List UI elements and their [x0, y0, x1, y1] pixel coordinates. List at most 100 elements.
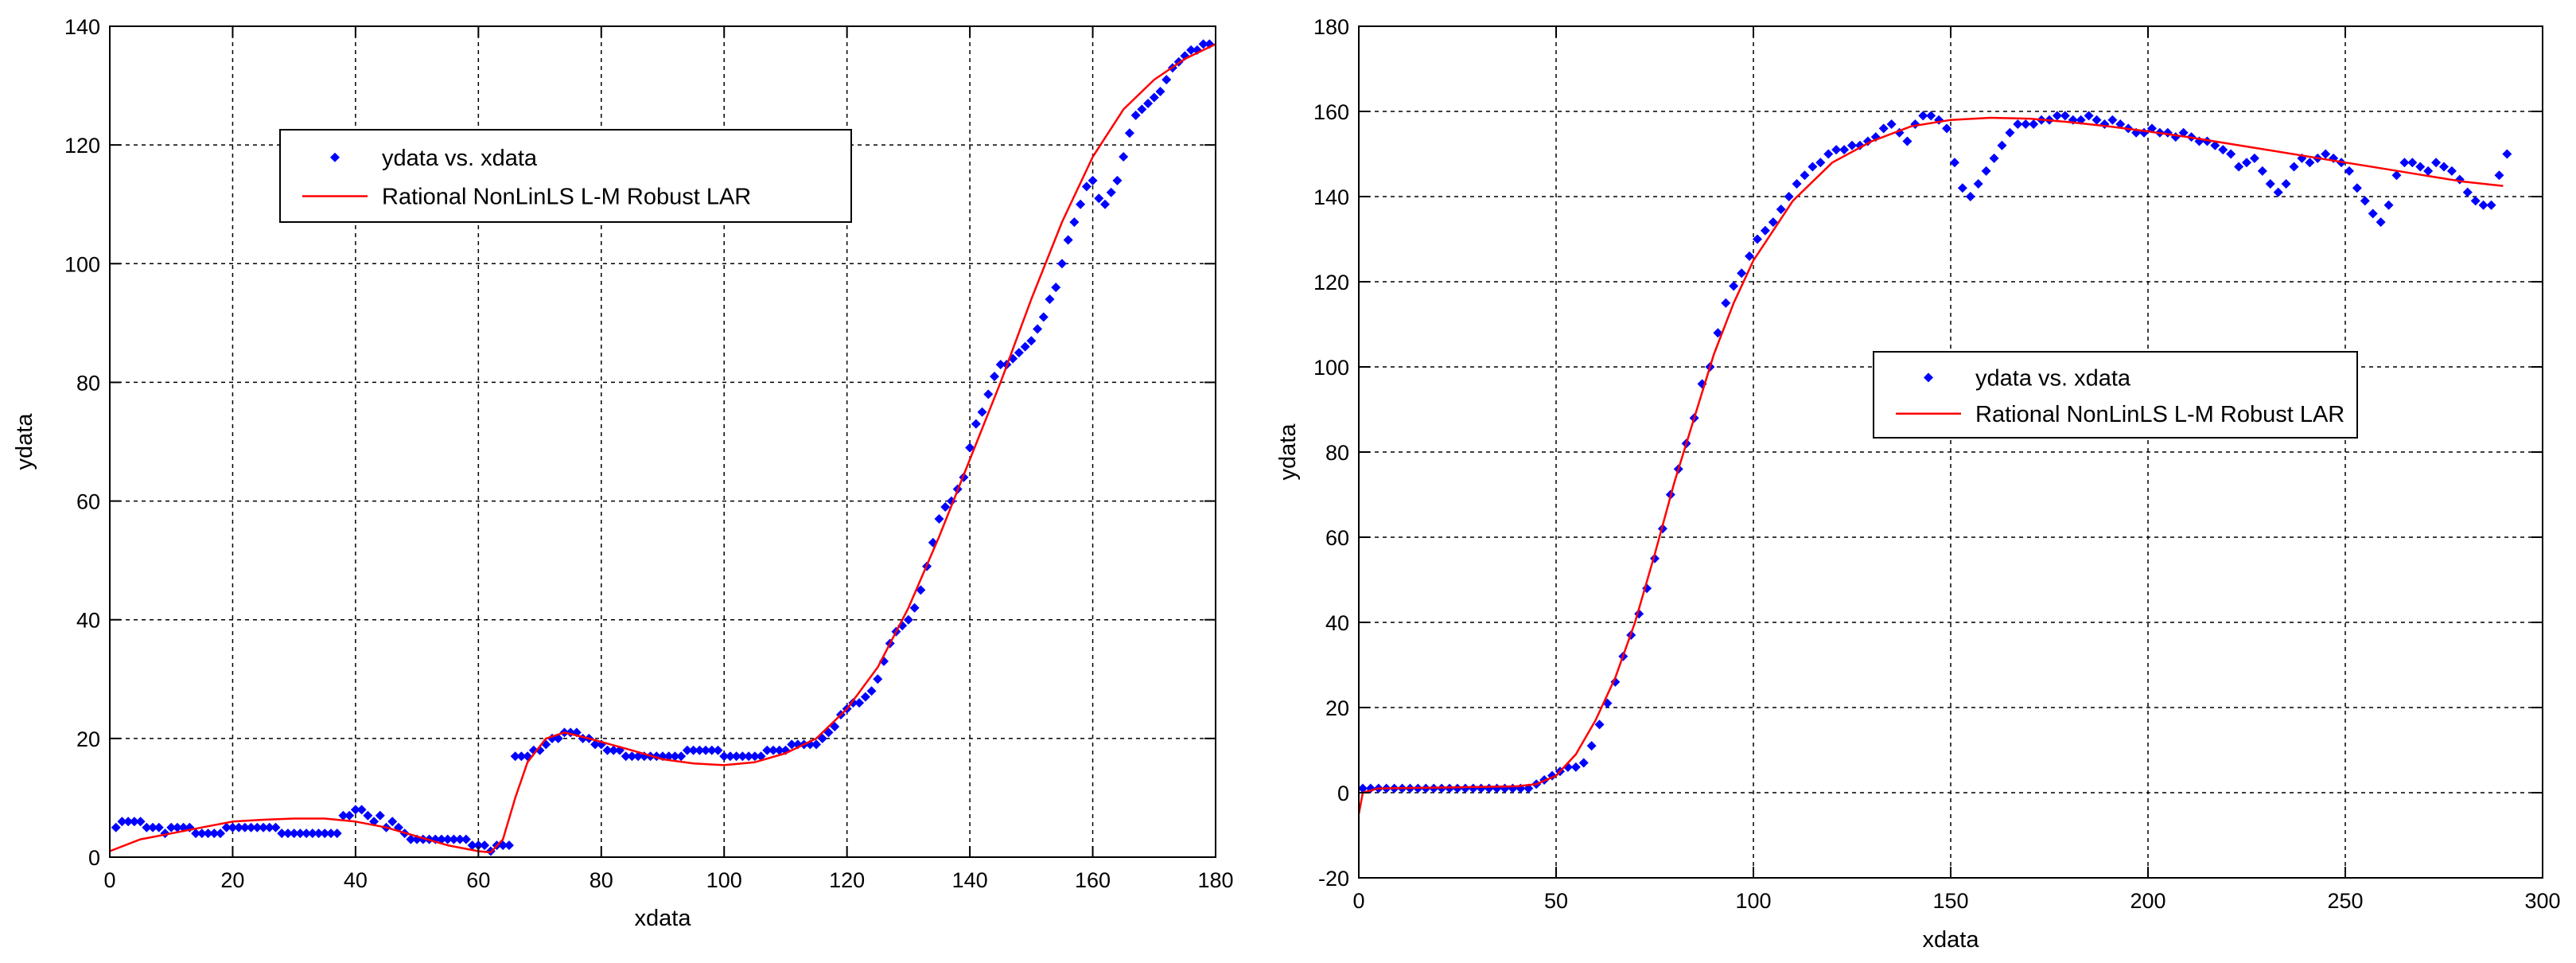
- data-point: [873, 674, 883, 684]
- data-point: [2344, 166, 2354, 176]
- data-point: [1831, 145, 1842, 155]
- y-tick-label: 40: [1325, 611, 1349, 635]
- y-tick-label: 80: [1325, 441, 1349, 465]
- data-point: [1981, 166, 1991, 176]
- legend-entry-label: Rational NonLinLS L-M Robust LAR: [382, 185, 751, 210]
- data-point: [1045, 294, 1055, 305]
- legend-entry-label: Rational NonLinLS L-M Robust LAR: [1975, 402, 2344, 427]
- legend-marker-swatch: [330, 152, 340, 162]
- data-point: [2383, 200, 2394, 210]
- data-point: [688, 745, 698, 755]
- data-point: [277, 828, 287, 839]
- data-point: [811, 739, 822, 750]
- data-point: [756, 751, 766, 762]
- fit-line: [109, 43, 1216, 854]
- data-point: [1989, 153, 1999, 163]
- data-point: [1155, 87, 1165, 97]
- data-point: [903, 614, 913, 625]
- data-point: [1942, 123, 1952, 134]
- data-point: [1357, 783, 1368, 793]
- data-point: [1729, 281, 1739, 291]
- data-point: [1760, 225, 1770, 236]
- data-point: [633, 751, 644, 762]
- data-point: [940, 502, 951, 513]
- chart-left: 0 20 40 60 80 100 120 140 160 180 0 20 40 60 80 100 120 1…: [12, 15, 1234, 931]
- data-point: [264, 822, 274, 832]
- data-point: [1997, 140, 2007, 150]
- data-point: [449, 834, 459, 844]
- data-point: [461, 834, 471, 844]
- fit-line: [1357, 116, 2504, 815]
- data-point: [1823, 149, 1834, 159]
- data-point: [1721, 298, 1731, 308]
- data-point: [1192, 45, 1202, 55]
- data-point: [2257, 166, 2267, 176]
- data-point: [2013, 119, 2023, 130]
- y-tick-label: 140: [64, 15, 100, 39]
- data-point: [172, 822, 182, 832]
- y-axis-label: ydata: [1275, 423, 1301, 481]
- data-point: [1768, 217, 1778, 228]
- data-point: [1112, 175, 1123, 185]
- data-point: [1965, 192, 1975, 201]
- data-point: [995, 360, 1006, 370]
- data-point: [2321, 149, 2331, 159]
- x-tick-label: 80: [590, 868, 613, 892]
- data-point: [387, 817, 398, 827]
- data-point: [437, 834, 446, 844]
- data-point: [197, 828, 207, 839]
- data-point: [1926, 111, 1936, 121]
- legend: ydata vs. xdata Rational NonLinLS L-M Rob…: [279, 129, 852, 223]
- data-point: [2249, 153, 2259, 163]
- data-point: [154, 822, 164, 832]
- data-point: [2226, 149, 2236, 159]
- data-point: [2281, 178, 2291, 189]
- data-point: [148, 822, 158, 832]
- data-point: [2407, 158, 2418, 168]
- data-point: [744, 751, 754, 762]
- y-tick-label: 0: [1337, 782, 1349, 805]
- data-point: [166, 822, 177, 832]
- data-point: [259, 822, 269, 832]
- data-point: [590, 739, 601, 750]
- data-point: [252, 822, 263, 832]
- y-tick-label: 20: [1325, 696, 1349, 720]
- data-point: [990, 371, 999, 381]
- data-point: [1143, 98, 1154, 108]
- data-point: [971, 419, 981, 429]
- data-point: [1949, 158, 1959, 168]
- axes-box: [109, 25, 1216, 858]
- data-point: [2376, 217, 2386, 228]
- data-point: [682, 745, 692, 755]
- legend-box: [279, 129, 852, 223]
- x-tick-label: 40: [344, 868, 368, 892]
- y-tick-label: 0: [88, 846, 100, 870]
- y-tick-label: 60: [1325, 526, 1349, 550]
- data-point: [320, 828, 330, 839]
- data-point: [1460, 783, 1470, 793]
- data-point: [1063, 235, 1073, 245]
- data-point: [1445, 783, 1455, 793]
- data-point: [2446, 166, 2457, 176]
- y-tick-label: 120: [1313, 271, 1349, 294]
- data-point: [1453, 783, 1462, 793]
- chart-right: 0 50 100 150 200 250 300-200204060801001201401…: [1275, 15, 2561, 953]
- data-point: [516, 751, 527, 762]
- data-point: [2052, 111, 2062, 121]
- data-point: [706, 745, 717, 755]
- x-tick-label: 100: [1735, 889, 1771, 913]
- y-tick-label: 160: [1313, 100, 1349, 124]
- data-point: [713, 745, 723, 755]
- data-point: [234, 822, 244, 832]
- data-point: [737, 751, 748, 762]
- data-point: [774, 745, 784, 755]
- data-point: [965, 443, 975, 453]
- data-point: [117, 817, 127, 827]
- data-point: [866, 686, 877, 696]
- data-point: [2368, 209, 2378, 219]
- data-point: [1902, 136, 1913, 146]
- data-point: [239, 822, 250, 832]
- x-axis-label: xdata: [635, 906, 692, 931]
- data-point: [2273, 187, 2283, 197]
- data-point: [1056, 259, 1067, 269]
